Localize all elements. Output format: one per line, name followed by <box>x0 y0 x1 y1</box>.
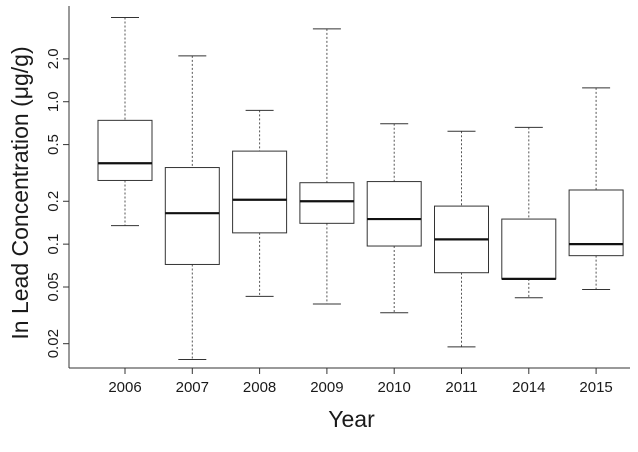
iqr-box <box>232 150 288 234</box>
x-axis-title: Year <box>328 406 375 432</box>
box-2008 <box>232 109 288 297</box>
axes: 0.02 0.05 0.1 0.2 0.5 1.0 2.0 2006 2007 2008 2009 2… <box>45 6 630 396</box>
y-tick-label: 0.05 <box>45 272 62 301</box>
box-2006 <box>97 17 153 227</box>
iqr-box <box>97 119 153 181</box>
box-2014 <box>501 126 557 299</box>
x-tick-label: 2008 <box>243 379 276 396</box>
iqr-box <box>366 181 422 247</box>
iqr-box <box>568 189 624 257</box>
x-tick-label: 2015 <box>579 379 612 396</box>
box-2015 <box>568 87 624 291</box>
boxes <box>97 17 624 360</box>
y-tick-label: 0.02 <box>45 329 62 358</box>
y-tick-label: 0.1 <box>45 234 62 255</box>
x-tick-label: 2011 <box>445 379 477 396</box>
iqr-box <box>501 218 557 280</box>
iqr-box <box>164 167 220 265</box>
y-tick-label: 2.0 <box>45 48 62 69</box>
box-2011 <box>434 130 489 348</box>
y-axis-title: In Lead Concentration (μg/g) <box>7 46 33 339</box>
x-tick-label: 2006 <box>108 379 141 396</box>
iqr-box <box>299 182 355 224</box>
y-tick-label: 0.5 <box>45 134 62 155</box>
y-tick-label: 0.2 <box>45 191 62 212</box>
x-tick-label: 2014 <box>512 379 545 396</box>
x-tick-label: 2010 <box>378 379 411 396</box>
box-2007 <box>164 55 220 360</box>
x-tick-label: 2007 <box>176 379 209 396</box>
box-2010 <box>366 123 422 314</box>
y-tick-label: 1.0 <box>45 91 62 112</box>
x-tick-label: 2009 <box>310 379 343 396</box>
box-2009 <box>299 28 355 305</box>
